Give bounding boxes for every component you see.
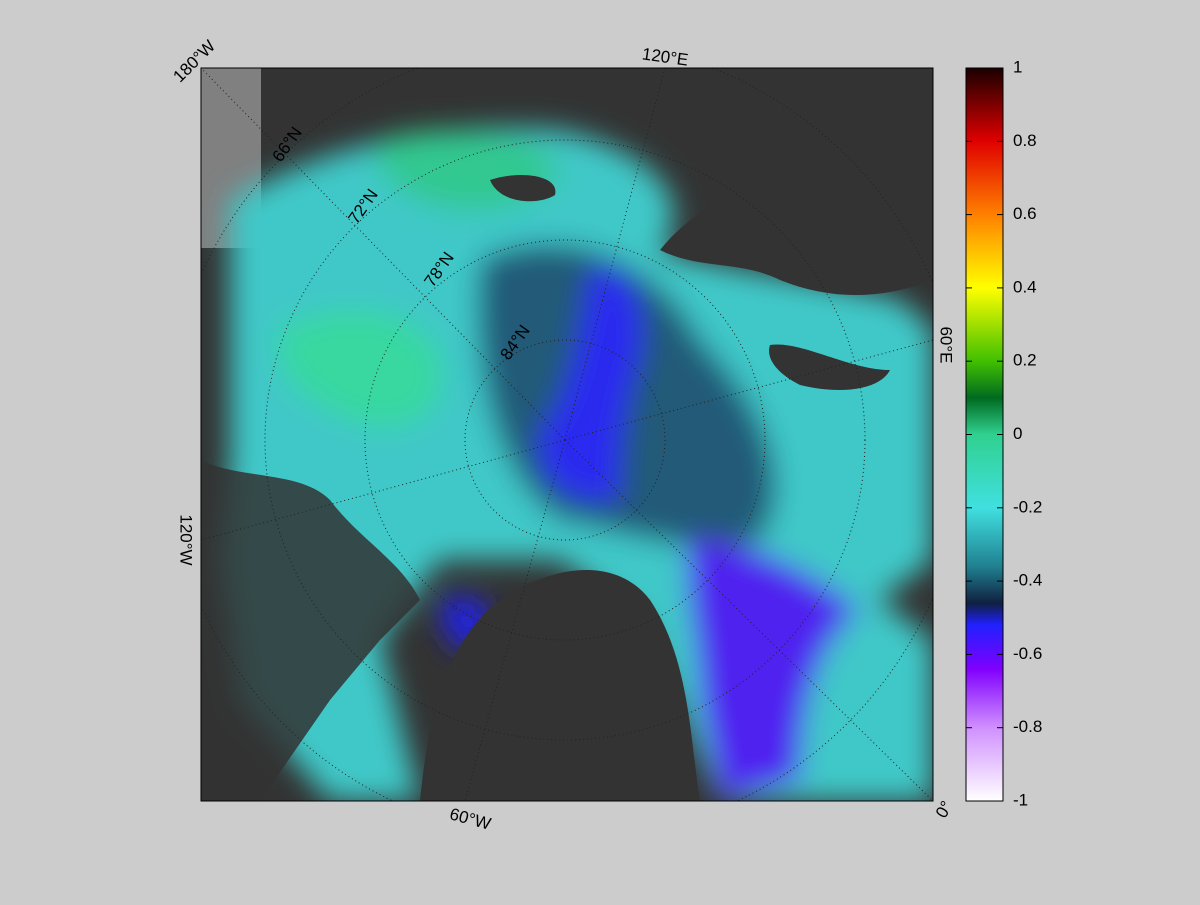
colorbar-tick-label: 0.8 — [1013, 131, 1037, 150]
map-frame — [200, 67, 934, 802]
colorbar-tick-label: 0 — [1013, 424, 1022, 443]
colorbar-tick-label: 0.4 — [1013, 277, 1037, 296]
longitude-label: 0° — [932, 798, 957, 822]
colorbar-tick-label: -0.8 — [1013, 717, 1042, 736]
longitude-label: 120°W — [177, 514, 196, 565]
colorbar-tick-label: 0.2 — [1013, 351, 1037, 370]
colorbar-tick-label: -0.2 — [1013, 497, 1042, 516]
colorbar-tick-label: -0.6 — [1013, 644, 1042, 663]
colorbar-tick-label: 1 — [1013, 57, 1022, 76]
longitude-label: 60°E — [937, 326, 956, 363]
longitude-label: 60°W — [448, 804, 493, 833]
colorbar-tick-label: -0.4 — [1013, 571, 1042, 590]
longitude-label: 120°E — [641, 44, 690, 69]
map — [201, 68, 933, 801]
colorbar-tick-label: 0.6 — [1013, 204, 1037, 223]
colorbar — [965, 67, 1004, 802]
colorbar-tick-label: -1 — [1013, 790, 1028, 809]
